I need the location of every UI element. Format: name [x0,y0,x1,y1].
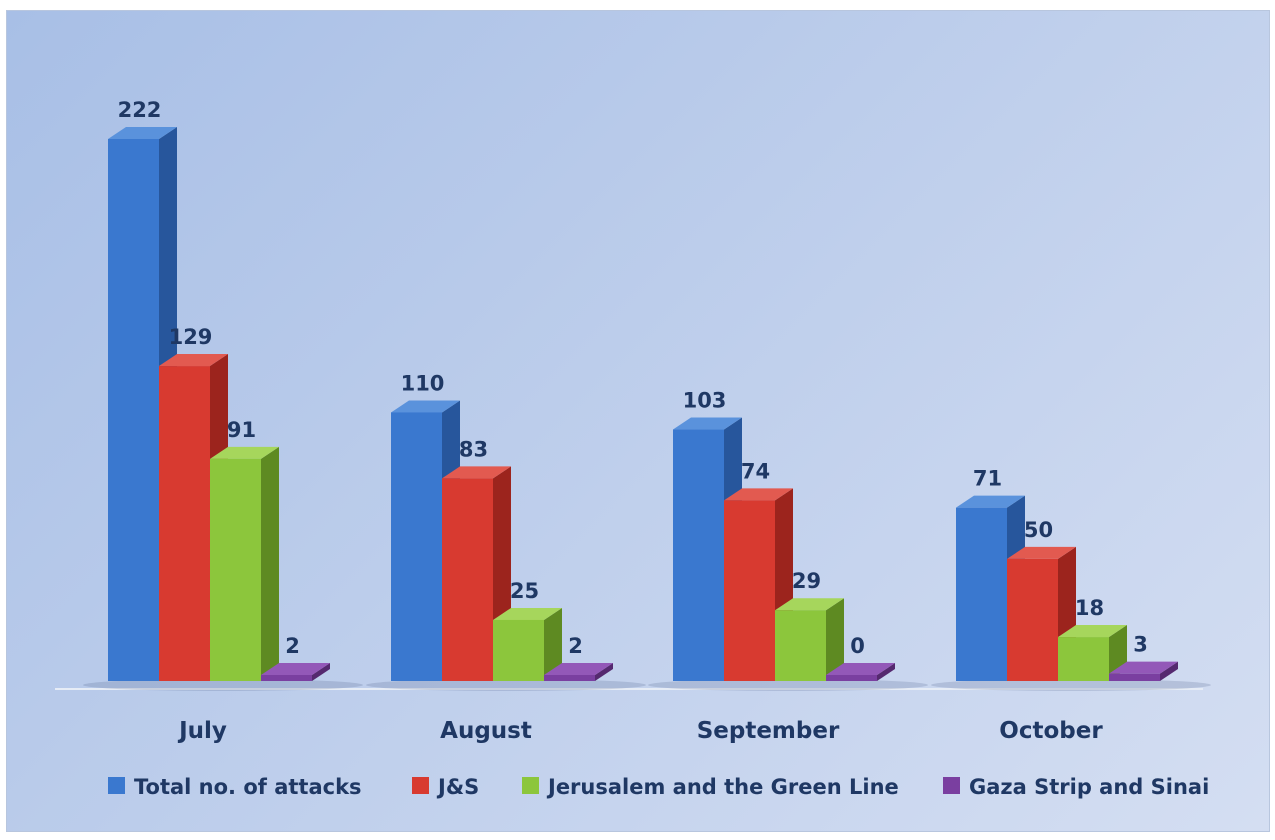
value-label: 103 [683,389,727,413]
bar-side [544,607,562,681]
value-label: 110 [401,371,445,395]
bar-october-3 [1109,661,1178,681]
legend-label: Jerusalem and the Green Line [546,775,899,799]
value-label: 74 [741,459,770,483]
bar-front [261,675,312,681]
group-shadow [366,679,646,691]
bar-front [391,412,442,681]
bar-july-2 [210,446,279,681]
bar-front [826,675,877,681]
bar-top [673,417,742,430]
bar-top [1007,546,1076,559]
bar-top [544,663,613,675]
bar-top [1109,661,1178,674]
bar-side [877,663,895,681]
value-label: 50 [1024,518,1053,542]
legend-label: Gaza Strip and Sinai [969,775,1209,799]
group-shadow [931,679,1211,691]
value-label: 18 [1075,596,1104,620]
bar-front [159,366,210,681]
bar-front [108,139,159,681]
value-label: 25 [510,579,539,603]
legend-item-0: Total no. of attacks [108,775,362,799]
bar-front [544,675,595,681]
value-label: 0 [850,634,865,658]
category-label-july: July [177,718,227,744]
bar-front [1109,673,1160,681]
value-label: 2 [568,634,583,658]
legend-label: J&S [436,775,479,799]
bar-side [312,663,330,681]
category-label-august: August [440,718,532,744]
bar-top [261,663,330,675]
group-shadow [83,679,363,691]
bar-top [442,466,511,479]
legend-swatch [108,777,125,794]
chart-floor [55,679,1211,691]
bar-front [775,610,826,681]
value-label: 3 [1133,633,1148,657]
bar-chart: 222 129 91 2 110 83 25 2 103 74 29 0 71 50 18 3 July Aug… [55,98,1211,799]
category-label-october: October [999,718,1103,744]
value-label: 129 [169,325,213,349]
group-shadow [648,679,928,691]
value-label: 29 [792,569,821,593]
legend-item-2: Jerusalem and the Green Line [522,775,899,799]
bar-front [956,507,1007,681]
bar-front [493,619,544,681]
category-labels-group: July August September October [177,718,1103,744]
bar-september-1 [724,488,793,681]
legend-swatch [943,777,960,794]
bar-side [595,663,613,681]
chart-frame: 222 129 91 2 110 83 25 2 103 74 29 0 71 50 18 3 July Aug… [6,10,1270,832]
bars-group [108,127,1178,681]
bar-top [775,598,844,611]
bar-september-2 [775,598,844,681]
value-label: 2 [285,634,300,658]
bar-july-3 [261,663,330,681]
bar-top [391,400,460,413]
bar-front [1058,637,1109,681]
bar-side [1160,661,1178,681]
value-label: 91 [227,418,256,442]
bar-top [493,607,562,620]
value-labels-group: 222 129 91 2 110 83 25 2 103 74 29 0 71 50 18 3 [118,98,1148,658]
value-label: 83 [459,437,488,461]
bar-top [159,354,228,367]
bar-top [1058,625,1127,638]
bar-top [108,127,177,139]
bar-august-3 [544,663,613,681]
bar-front [1007,558,1058,681]
value-label: 71 [973,467,1002,491]
value-label: 222 [118,98,162,122]
bar-october-2 [1058,625,1127,681]
legend-item-1: J&S [412,775,479,799]
bar-top [956,495,1025,508]
bar-front [724,500,775,681]
bar-top [724,488,793,501]
legend-swatch [522,777,539,794]
legend-label: Total no. of attacks [134,775,362,799]
bar-july-0 [108,127,177,681]
bar-front [673,429,724,681]
legend-item-3: Gaza Strip and Sinai [943,775,1209,799]
bar-september-3 [826,663,895,681]
bar-front [442,478,493,681]
bar-top [826,663,895,675]
bar-front [210,458,261,681]
bar-side [826,598,844,681]
bar-august-2 [493,607,562,681]
category-label-september: September [697,718,840,744]
legend: Total no. of attacks J&S Jerusalem and the… [108,775,1209,799]
bar-top [210,446,279,459]
legend-swatch [412,777,429,794]
bar-side [261,446,279,681]
